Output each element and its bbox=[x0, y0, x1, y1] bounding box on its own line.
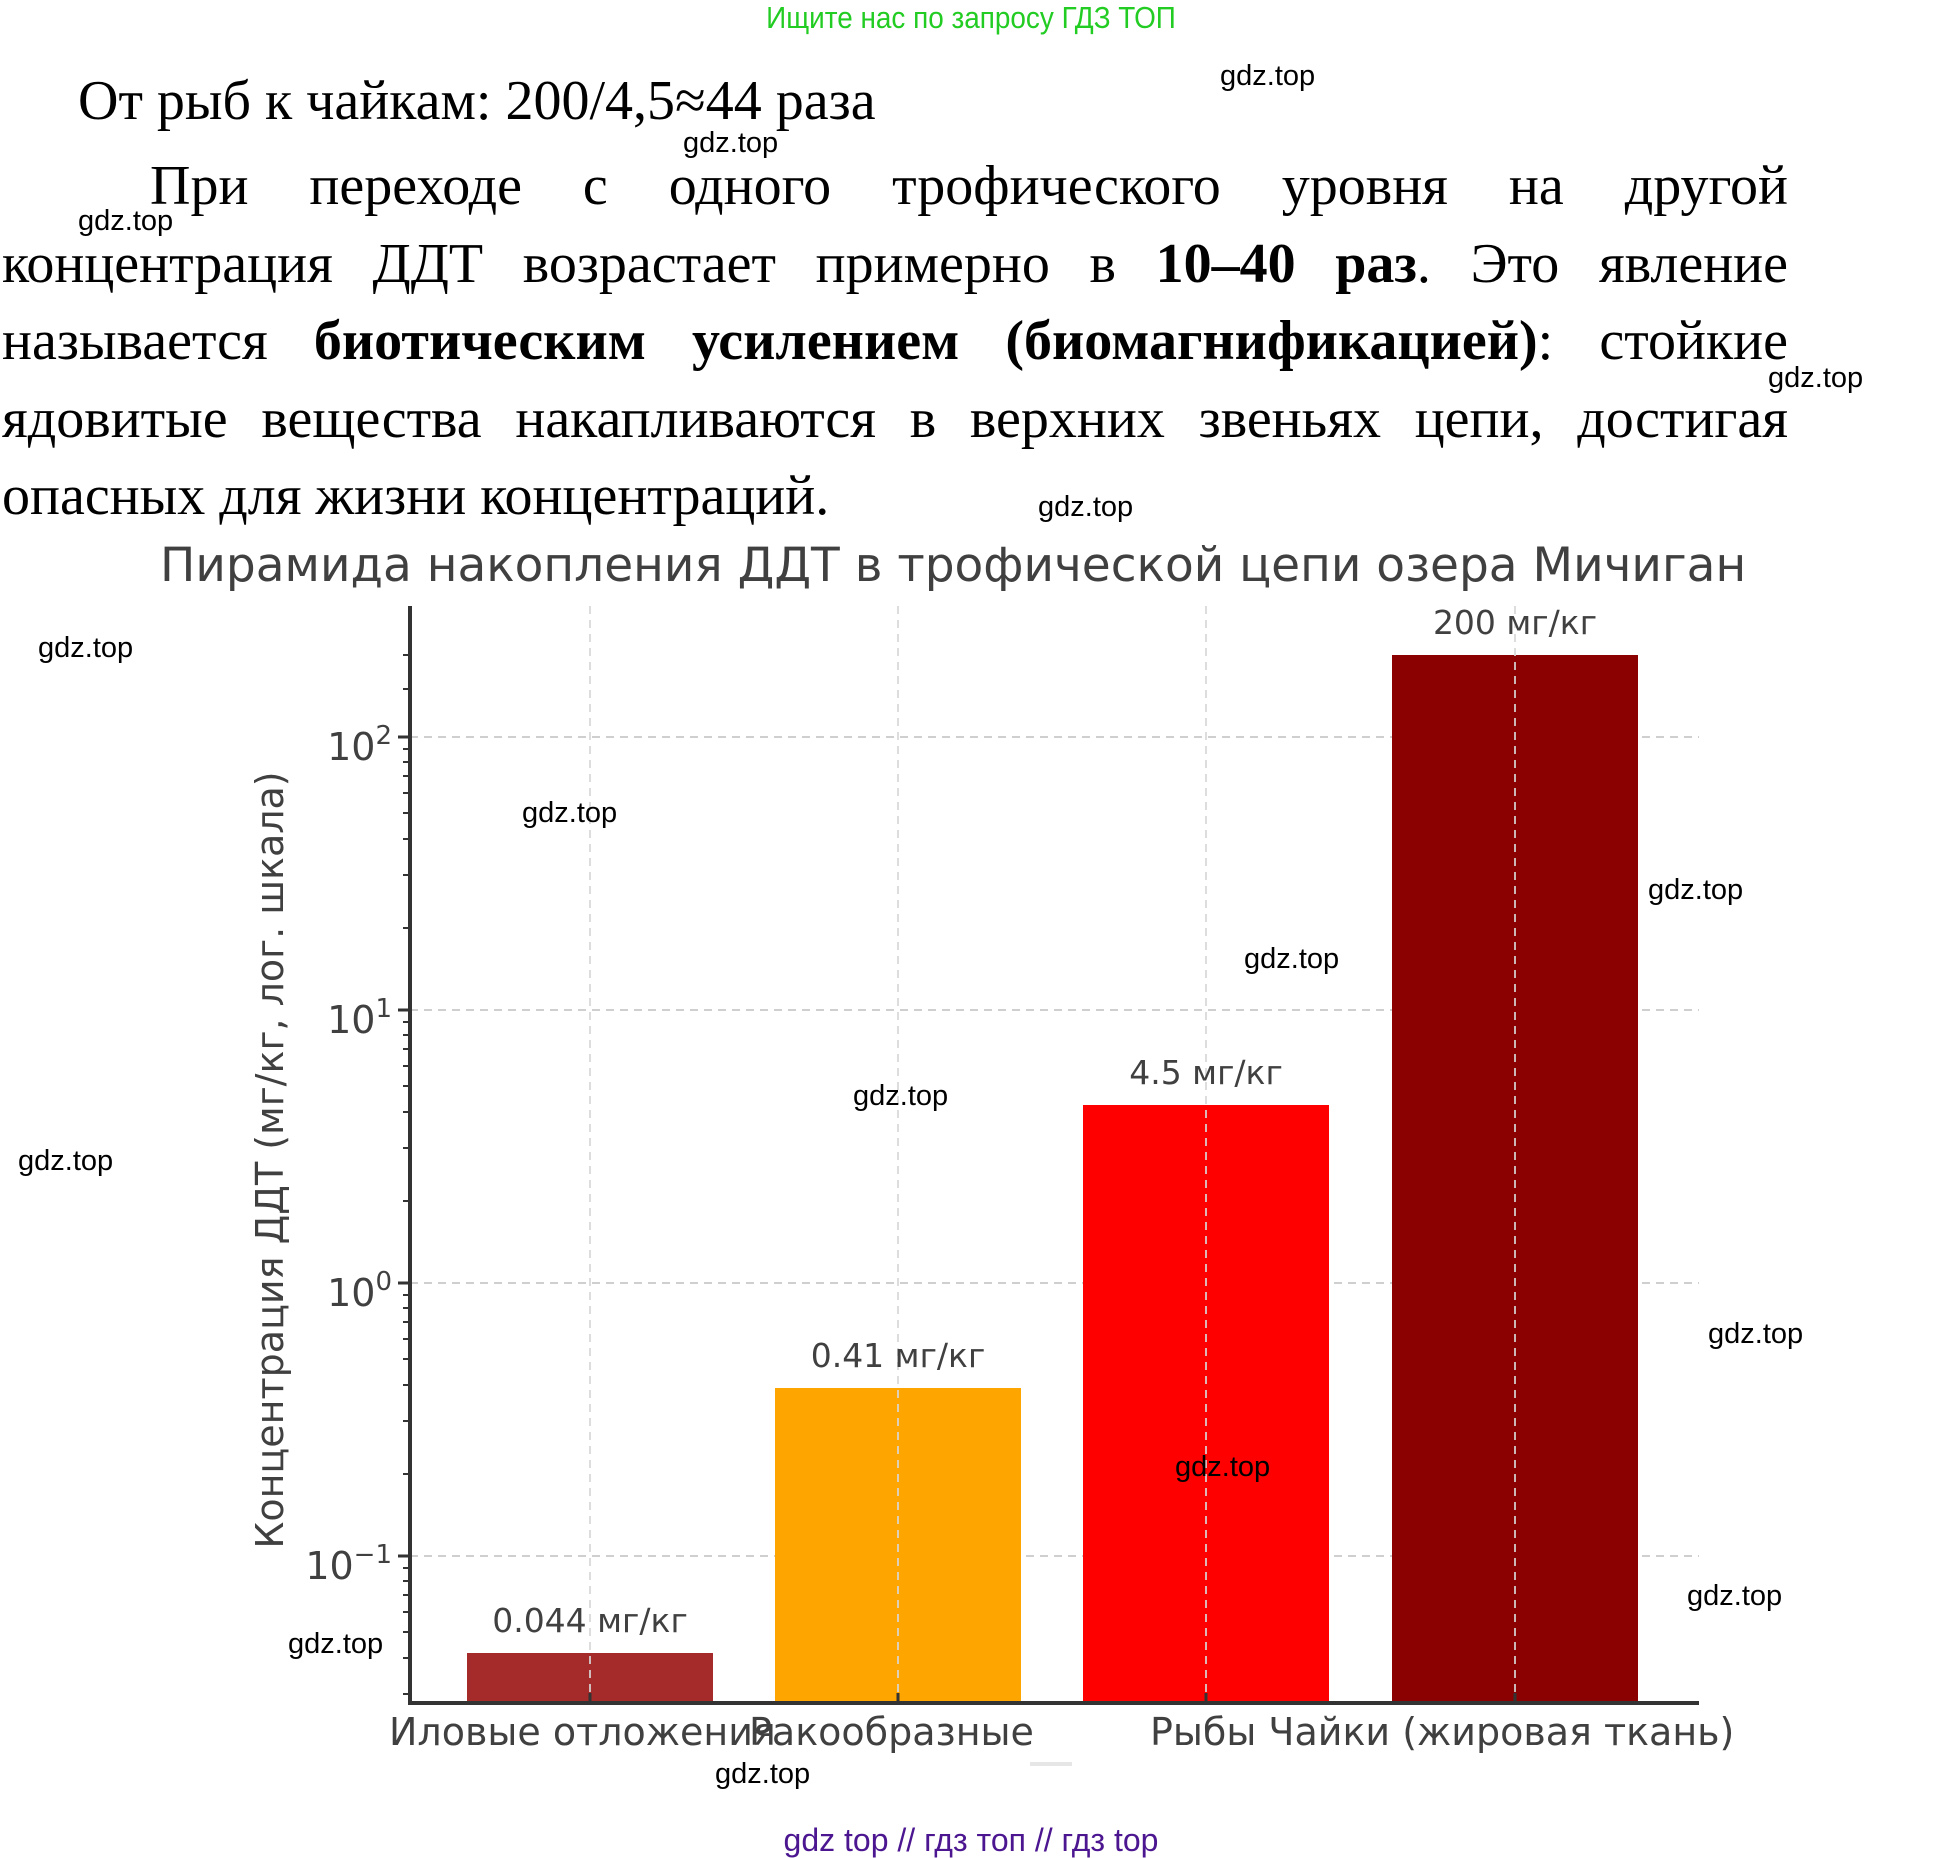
paragraph-bold-2: биотическим усилением (биомагнификацией) bbox=[313, 310, 1538, 372]
y-tick-100: 102 bbox=[327, 721, 392, 769]
bar-label-sediment: 0.044 мг/кг bbox=[492, 1601, 688, 1640]
y-axis-label: Концентрация ДДТ (мг/кг, лог. шкала) bbox=[248, 771, 292, 1549]
watermark: gdz.top bbox=[853, 1080, 949, 1112]
watermark: gdz.top bbox=[1687, 1580, 1783, 1612]
paragraph-text-2: . Это явление называется bbox=[2, 232, 1788, 373]
minor-ticks bbox=[403, 654, 410, 1695]
promo-banner: Ищите нас по запросу ГДЗ ТОП bbox=[766, 0, 1176, 35]
watermark: gdz.top bbox=[1648, 874, 1744, 906]
paragraph-text-3: : стойкие ядовитые вещества накапливаютс… bbox=[2, 310, 1788, 527]
bar-label-fish: 4.5 мг/кг bbox=[1129, 1053, 1283, 1092]
watermark: gdz.top bbox=[78, 205, 174, 237]
watermark: gdz.top bbox=[288, 1628, 384, 1660]
grid-lines bbox=[410, 736, 1699, 1557]
watermark: gdz.top bbox=[38, 632, 134, 664]
chart-title: Пирамида накопления ДДТ в трофической це… bbox=[160, 538, 1747, 593]
bottom-watermark: gdz top // гдз топ // гдз top bbox=[783, 1822, 1159, 1858]
y-tick-10: 101 bbox=[327, 994, 392, 1042]
watermark: gdz.top bbox=[1708, 1318, 1804, 1350]
watermark: gdz.top bbox=[683, 127, 779, 159]
x-label-sediment: Иловые отложения bbox=[389, 1710, 776, 1754]
paragraph: При переходе с одного трофического уровн… bbox=[2, 148, 1788, 536]
paragraph-bold-1: 10–40 раз bbox=[1155, 232, 1417, 295]
watermark: gdz.top bbox=[1175, 1451, 1271, 1483]
watermark: gdz.top bbox=[1220, 60, 1316, 92]
x-label-crustaceans: Ракообразные bbox=[749, 1710, 1034, 1754]
heading: От рыб к чайкам: 200/4,5≈44 раза bbox=[78, 70, 876, 132]
watermark: gdz.top bbox=[1038, 491, 1134, 523]
y-tick-0.1: 10−1 bbox=[305, 1540, 392, 1588]
watermark: gdz.top bbox=[1244, 943, 1340, 975]
bar-label-crustaceans: 0.41 мг/кг bbox=[810, 1336, 986, 1375]
watermark: gdz.top bbox=[715, 1758, 811, 1790]
watermark: gdz.top bbox=[1768, 362, 1864, 394]
watermark: gdz.top bbox=[522, 797, 618, 829]
x-label-fish-gulls: Рыбы Чайки (жировая ткань) bbox=[1150, 1710, 1735, 1754]
bar-label-gulls: 200 мг/кг bbox=[1432, 603, 1598, 642]
bar-gulls bbox=[1392, 655, 1638, 1703]
watermark: gdz.top bbox=[18, 1145, 114, 1177]
paragraph-text-1: При переходе с одного трофического уровн… bbox=[2, 155, 1788, 295]
y-tick-1: 100 bbox=[327, 1267, 392, 1315]
